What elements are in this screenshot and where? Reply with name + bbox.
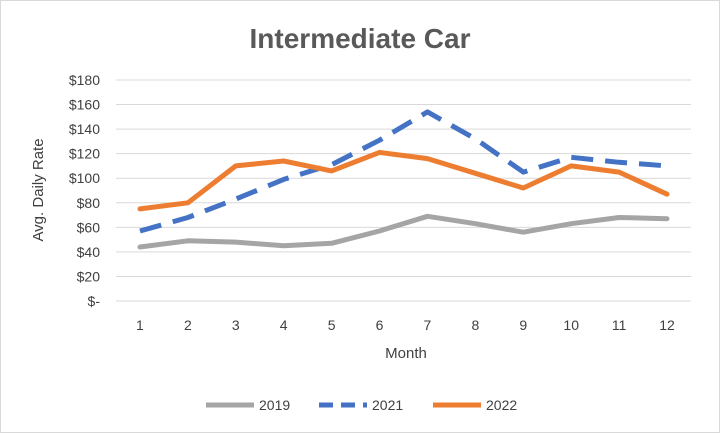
legend-label-2019: 2019 (259, 397, 290, 413)
x-tick-label: 11 (612, 317, 627, 333)
y-tick-label: $- (88, 293, 101, 309)
series-lines (137, 109, 670, 250)
x-tick-label: 4 (280, 317, 288, 333)
series-line-2022 (137, 149, 670, 212)
x-tick-label: 10 (563, 317, 579, 333)
x-tick-label: 7 (424, 317, 432, 333)
y-axis-ticks: $- $20 $40 $60 $80 $100 $120 $140 $160 $180 (69, 72, 100, 309)
x-tick-label: 8 (471, 317, 479, 333)
chart-title: Intermediate Car (250, 23, 471, 54)
x-tick-label: 3 (232, 317, 240, 333)
x-axis-label: Month (385, 345, 427, 362)
series-line-2021 (139, 109, 668, 234)
y-tick-label: $180 (69, 72, 100, 88)
legend-label-2021: 2021 (372, 397, 403, 413)
y-tick-label: $60 (77, 219, 101, 235)
legend-label-2022: 2022 (486, 397, 517, 413)
x-axis-ticks: 1 2 3 4 5 6 7 8 9 10 11 12 (136, 317, 675, 333)
x-tick-label: 5 (328, 317, 336, 333)
y-tick-label: $120 (69, 146, 100, 162)
y-tick-label: $100 (69, 170, 100, 186)
y-tick-label: $160 (69, 97, 100, 113)
legend: 2019 2021 2022 (206, 397, 517, 413)
x-tick-label: 12 (659, 317, 675, 333)
y-tick-label: $40 (77, 244, 101, 260)
gridlines (116, 79, 691, 302)
y-tick-label: $140 (69, 121, 100, 137)
y-tick-label: $80 (77, 195, 101, 211)
series-line-2019 (137, 213, 670, 250)
x-tick-label: 9 (519, 317, 527, 333)
x-tick-label: 2 (184, 317, 192, 333)
x-tick-label: 6 (376, 317, 384, 333)
y-axis-label: Avg. Daily Rate (30, 138, 47, 241)
y-tick-label: $20 (77, 268, 101, 284)
x-tick-label: 1 (136, 317, 144, 333)
